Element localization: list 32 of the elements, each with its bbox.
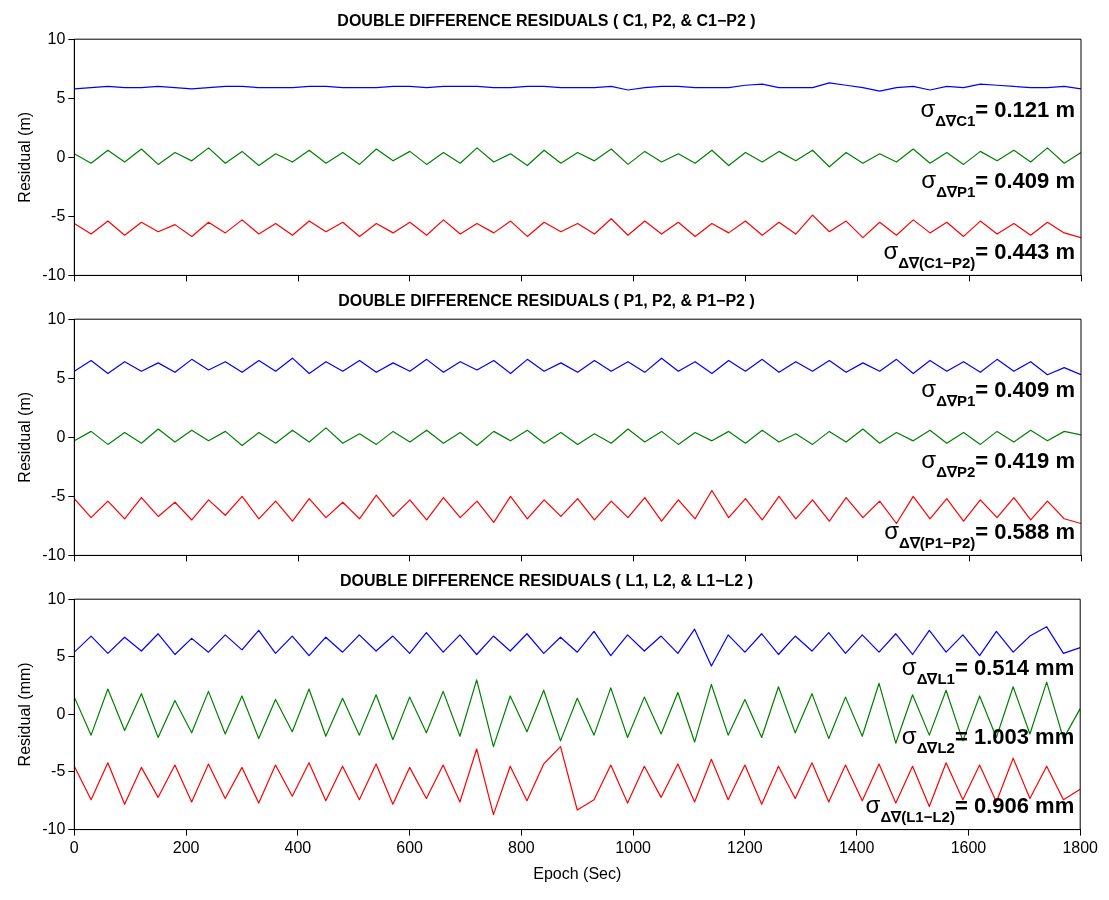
y-axis-title: Residual (m) bbox=[16, 111, 34, 203]
x-tick-label: 1400 bbox=[838, 838, 875, 856]
y-tick-label: -10 bbox=[42, 820, 66, 838]
y-tick-label: 5 bbox=[56, 647, 66, 665]
y-axis-title: Residual (m) bbox=[16, 391, 34, 483]
y-tick-label: -5 bbox=[51, 486, 66, 504]
x-tick-label: 1000 bbox=[615, 838, 652, 856]
x-tick-label: 1200 bbox=[727, 838, 763, 856]
x-tick-label: 800 bbox=[508, 838, 535, 856]
y-axis-title: Residual (mm) bbox=[16, 662, 34, 767]
y-tick-label: -10 bbox=[42, 265, 66, 283]
y-tick-label: -5 bbox=[51, 206, 66, 224]
x-tick-label: 400 bbox=[284, 838, 312, 856]
y-tick-label: 0 bbox=[56, 427, 66, 445]
x-tick-label: 600 bbox=[396, 838, 424, 856]
x-tick-label: 200 bbox=[172, 838, 200, 856]
x-tick-label: 0 bbox=[69, 838, 79, 856]
y-tick-label: 0 bbox=[56, 704, 66, 722]
y-tick-label: 5 bbox=[56, 88, 66, 106]
y-tick-label: 10 bbox=[47, 589, 66, 607]
x-axis-title: Epoch (Sec) bbox=[533, 864, 622, 882]
y-tick-label: 10 bbox=[47, 29, 66, 47]
y-tick-label: 10 bbox=[47, 309, 66, 327]
y-tick-label: 5 bbox=[56, 368, 66, 386]
y-tick-label: 0 bbox=[56, 147, 66, 165]
x-tick-label: 1800 bbox=[1062, 838, 1099, 856]
y-tick-label: -10 bbox=[42, 545, 66, 563]
x-tick-label: 1600 bbox=[950, 838, 987, 856]
chart-title: DOUBLE DIFFERENCE RESIDUALS ( P1, P2, & P1−P2 ) bbox=[338, 292, 755, 310]
y-tick-label: -5 bbox=[51, 762, 66, 780]
chart-title: DOUBLE DIFFERENCE RESIDUALS ( L1, L2, & L1−L2 ) bbox=[340, 572, 753, 590]
chart-title: DOUBLE DIFFERENCE RESIDUALS ( C1, P2, & C1−P2 ) bbox=[337, 12, 756, 30]
